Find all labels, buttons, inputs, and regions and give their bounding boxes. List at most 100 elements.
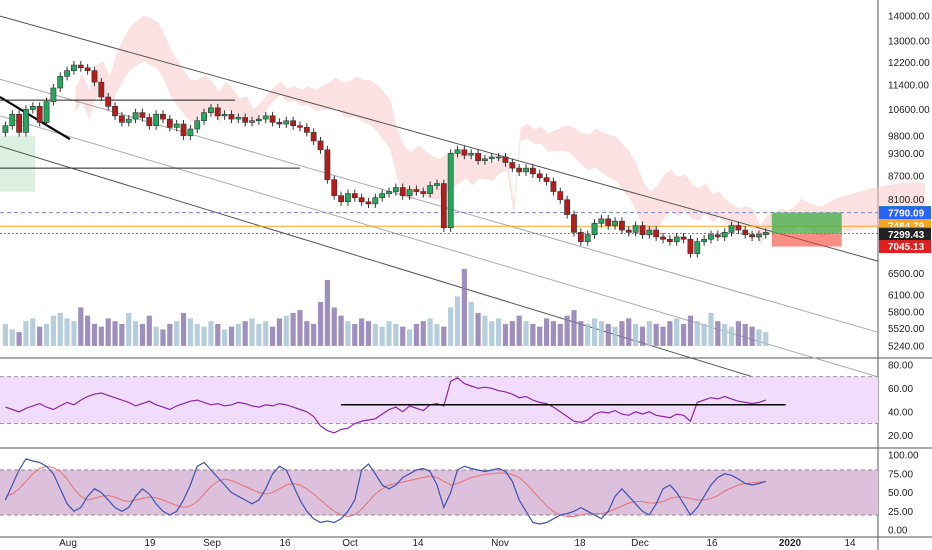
candle-body xyxy=(434,183,440,186)
candle-body xyxy=(516,167,523,173)
volume-bar xyxy=(57,312,63,346)
candle-body xyxy=(523,167,529,173)
candle-body xyxy=(9,113,16,126)
candle-body xyxy=(255,118,262,122)
ichimoku-cloud-green xyxy=(0,135,35,192)
volume-bar xyxy=(304,321,310,346)
x-tick-label: 16 xyxy=(279,538,291,549)
candle-body xyxy=(406,189,413,196)
candle-body xyxy=(735,225,742,231)
volume-bar xyxy=(639,326,646,346)
candle-body xyxy=(139,112,146,118)
rsi-tick-label: 80.00 xyxy=(888,360,913,371)
candle-body xyxy=(591,223,598,235)
candle-body xyxy=(214,107,221,117)
volume-bar xyxy=(715,321,721,346)
volume-bar xyxy=(550,321,557,346)
price-tag xyxy=(879,228,931,242)
candle-body xyxy=(16,113,23,133)
volume-bar xyxy=(612,326,618,346)
volume-bar xyxy=(283,315,289,346)
volume-bar xyxy=(352,323,358,346)
channel-line xyxy=(0,15,879,262)
candle-body xyxy=(714,234,721,238)
candle-body xyxy=(762,232,769,235)
candle-body xyxy=(71,64,77,71)
volume-bar xyxy=(317,301,324,346)
volume-bar xyxy=(167,323,173,346)
candle-body xyxy=(23,109,29,133)
candle-body xyxy=(50,87,57,102)
candle-body xyxy=(290,120,297,126)
price-tick-label: 6100.00 xyxy=(888,290,925,301)
price-tick-label: 12200.00 xyxy=(888,58,930,69)
candle-body xyxy=(242,117,249,123)
rsi-line xyxy=(5,377,766,434)
candle-body xyxy=(666,238,673,242)
volume-bar xyxy=(427,318,433,346)
candle-body xyxy=(173,123,180,128)
volume-bar xyxy=(263,321,269,346)
volume-bar xyxy=(98,326,104,346)
volume-bar xyxy=(91,323,98,346)
candle-body xyxy=(584,234,591,242)
volume-bar xyxy=(735,321,741,346)
stoch-tick-label: 75.00 xyxy=(888,469,913,480)
volume-bar xyxy=(269,326,276,346)
volume-bar xyxy=(311,323,317,346)
volume-bar xyxy=(406,329,413,346)
candle-body xyxy=(105,96,112,107)
candle-body xyxy=(365,201,372,205)
volume-bar xyxy=(256,323,262,346)
candle-body xyxy=(461,149,468,156)
x-tick-label: Nov xyxy=(491,538,509,549)
volume-bar xyxy=(37,326,43,346)
candle-body xyxy=(98,81,105,98)
volume-bar xyxy=(132,321,139,346)
candle-body xyxy=(495,156,502,159)
price-tag-label: 7790.09 xyxy=(888,208,925,219)
candle-body xyxy=(249,120,255,123)
candle-body xyxy=(2,125,9,133)
volume-bar xyxy=(187,318,193,346)
candle-body xyxy=(345,193,351,203)
volume-bar xyxy=(153,326,159,346)
stoch-tick-label: 50.00 xyxy=(888,488,913,499)
volume-bar xyxy=(50,315,56,346)
volume-bar xyxy=(365,321,372,346)
volume-bar xyxy=(496,318,502,346)
candle-body xyxy=(509,162,516,169)
volume-bar xyxy=(523,321,529,346)
candle-body xyxy=(646,229,653,235)
volume-bar xyxy=(660,326,666,346)
volume-bar xyxy=(16,332,22,346)
volume-bar xyxy=(160,329,166,346)
volume-bar xyxy=(43,323,50,346)
volume-bar xyxy=(78,307,84,346)
volume-bar xyxy=(359,318,365,346)
volume-bar xyxy=(653,323,659,346)
volume-bar xyxy=(228,326,235,346)
candle-body xyxy=(660,236,666,240)
volume-bar xyxy=(441,326,447,346)
candle-body xyxy=(228,113,235,120)
candle-body xyxy=(749,234,755,238)
volume-bar xyxy=(626,318,632,346)
candle-body xyxy=(112,106,118,117)
candle-body xyxy=(488,156,495,160)
stoch-tick-label: 100.00 xyxy=(888,451,919,462)
candle-body xyxy=(708,234,714,240)
candle-body xyxy=(235,117,242,120)
volume-bar xyxy=(530,323,536,346)
price-tag-label: 7299.43 xyxy=(888,230,925,241)
volume-bar xyxy=(694,321,700,346)
volume-bar xyxy=(502,323,509,346)
candle-body xyxy=(598,218,605,224)
candle-body xyxy=(29,106,36,110)
volume-bar xyxy=(119,323,125,346)
candle-body xyxy=(180,123,187,137)
candle-body xyxy=(577,232,584,242)
stoch-tick-label: 0.00 xyxy=(888,526,908,537)
candle-body xyxy=(543,177,550,182)
stop-zone xyxy=(771,233,842,247)
